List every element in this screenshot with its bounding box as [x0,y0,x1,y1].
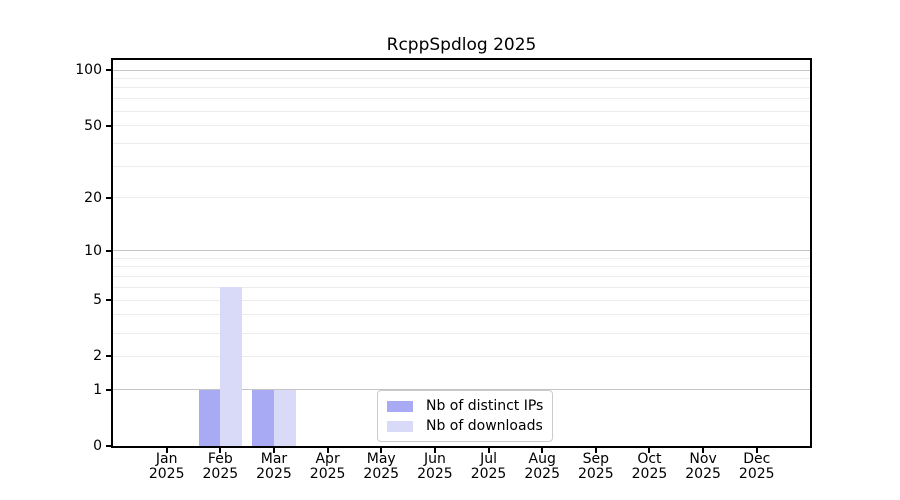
y-gridline-minor [113,276,810,278]
x-tick-year: 2025 [417,466,453,482]
y-gridline-major [113,389,810,391]
y-tick-mark [106,249,113,252]
y-tick-label: 1 [93,381,102,398]
x-tick-label: Aug 2025 [512,452,572,482]
x-tick-month: Sep [582,451,609,467]
x-tick-year: 2025 [256,466,292,482]
y-gridline-major [113,250,810,252]
x-tick-mark [487,448,490,453]
x-tick-month: Jul [480,451,497,467]
chart-title: RcppSpdlog 2025 [386,35,537,55]
legend-label: Nb of distinct IPs [426,398,544,414]
y-gridline-major [113,69,810,71]
x-tick-mark [541,448,544,453]
x-tick-mark [755,448,758,453]
x-tick-mark [272,448,275,453]
y-gridline-minor [113,142,810,144]
y-gridline-minor [113,332,810,334]
x-tick-label: Dec 2025 [727,452,787,482]
y-tick-mark [106,445,113,447]
x-tick-label: Apr 2025 [298,452,358,482]
y-tick-label: 10 [84,242,102,259]
y-gridline-minor [113,257,810,259]
x-tick-month: Jun [423,451,446,467]
bar-downloads-feb [220,287,242,446]
y-gridline-minor [113,299,810,301]
x-tick-label: May 2025 [351,452,411,482]
x-tick-year: 2025 [524,466,560,482]
x-tick-year: 2025 [738,466,775,482]
x-tick-month: Mar [260,451,288,467]
legend-swatch [387,400,413,412]
x-tick-mark [433,448,436,453]
y-gridline-minor [113,266,810,268]
y-gridline-minor [113,87,810,89]
y-gridline-minor [113,98,810,100]
legend-item: Nb of downloads [387,416,543,436]
x-tick-year: 2025 [470,466,507,482]
y-gridline-minor [113,125,810,127]
x-tick-label: Nov 2025 [673,452,733,482]
x-tick-month: May [366,451,396,467]
legend-label: Nb of downloads [426,418,543,434]
y-tick-mark [106,388,113,391]
x-tick-month: Aug [528,451,556,467]
x-tick-month: Oct [637,451,662,467]
y-gridline-minor [113,197,810,199]
y-tick-label: 20 [84,189,102,206]
y-tick-mark [106,69,113,71]
x-tick-mark [219,448,222,453]
legend-swatch [387,420,413,432]
x-tick-label: Jan 2025 [137,452,197,482]
plot-area: Nb of distinct IPs Nb of downloads [113,60,810,446]
x-tick-label: Mar 2025 [244,452,304,482]
x-tick-month: Jan [155,451,178,467]
y-gridline-minor [113,314,810,316]
x-tick-mark [594,448,597,453]
y-tick-label: 100 [75,62,102,78]
bar-downloads-mar [273,389,296,446]
y-tick-label: 5 [93,292,102,309]
x-tick-year: 2025 [202,466,239,482]
y-gridline-minor [113,110,810,112]
x-tick-mark [165,448,168,453]
legend-item: Nb of distinct IPs [387,396,543,416]
x-tick-year: 2025 [577,466,614,482]
y-gridline-minor [113,77,810,79]
y-tick-label: 0 [93,438,102,454]
x-tick-label: Feb 2025 [190,452,250,482]
x-tick-mark [702,448,705,453]
x-tick-month: Dec [743,451,771,467]
x-tick-mark [648,448,651,453]
y-tick-label: 2 [93,348,102,365]
x-tick-month: Nov [689,451,717,467]
x-tick-year: 2025 [631,466,668,482]
x-tick-year: 2025 [685,466,721,482]
x-tick-month: Apr [315,451,340,467]
x-tick-label: Oct 2025 [619,452,679,482]
x-tick-label: Jul 2025 [459,452,519,482]
bar-ips-mar [252,389,274,446]
legend: Nb of distinct IPs Nb of downloads [377,390,553,442]
x-tick-label: Jun 2025 [405,452,465,482]
x-tick-month: Feb [207,451,233,467]
x-tick-label: Sep 2025 [566,452,626,482]
y-tick-mark [106,355,113,358]
x-tick-year: 2025 [148,466,185,482]
y-tick-label: 50 [84,117,102,134]
bar-ips-feb [198,389,221,446]
x-tick-mark [326,448,329,453]
y-gridline-minor [113,286,810,288]
x-tick-mark [380,448,383,453]
y-gridline-minor [113,355,810,357]
x-tick-year: 2025 [309,466,346,482]
y-tick-mark [106,124,113,127]
x-tick-year: 2025 [363,466,400,482]
y-tick-mark [106,299,113,302]
y-gridline-minor [113,165,810,167]
y-tick-mark [106,196,113,199]
